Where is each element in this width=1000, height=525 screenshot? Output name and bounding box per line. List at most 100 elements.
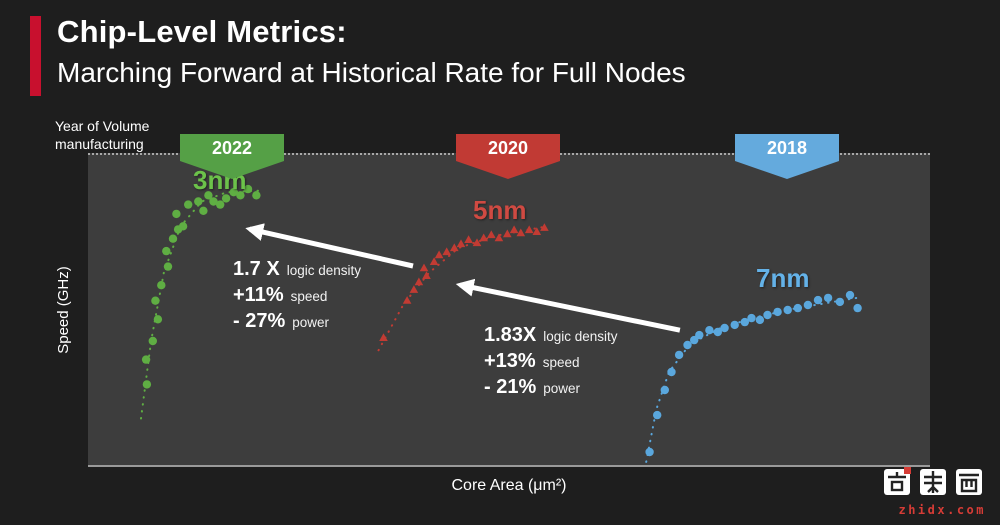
5nm-point: [509, 225, 519, 234]
3nm-point: [148, 336, 157, 346]
5nm-trendline: [377, 225, 548, 352]
7nm-point: [803, 300, 813, 310]
stat-label: speed: [290, 289, 328, 304]
7nm-point: [720, 323, 729, 333]
7nm-point: [683, 340, 692, 350]
series-label-7nm: 7nm: [756, 263, 810, 293]
5nm-point: [464, 235, 473, 243]
year-note-line2: manufacturing: [55, 136, 144, 152]
7nm-point: [740, 317, 749, 327]
5nm-point: [479, 233, 488, 242]
gain-5nm-to-3nm-stats: 1.7 X logic density +11% speed - 27% power: [233, 255, 361, 336]
stat-value: +11%: [233, 284, 284, 306]
7nm-point: [705, 326, 714, 335]
3nm-point: [162, 246, 171, 256]
series-label-5nm: 5nm: [473, 195, 527, 225]
3nm-point: [252, 191, 261, 200]
stat-value: - 21%: [484, 376, 537, 398]
3nm-point: [243, 184, 253, 194]
5nm-point: [402, 296, 412, 304]
3nm-point: [163, 262, 173, 271]
7nm-trendline: [645, 296, 860, 463]
stat-line: 1.7 X logic density: [233, 258, 361, 281]
scatter-plot: [140, 184, 862, 463]
stat-label: logic density: [286, 263, 361, 278]
5nm-point: [422, 271, 431, 279]
zhidx-watermark: zhidx.com: [884, 467, 986, 517]
5nm-point: [532, 227, 542, 235]
5nm-point: [487, 230, 496, 239]
5nm-point: [409, 285, 419, 293]
3nm-point: [216, 200, 225, 209]
7nm-point: [835, 297, 845, 307]
3nm-point: [151, 296, 160, 305]
3nm-point: [204, 191, 213, 200]
stat-line: - 21% power: [484, 376, 618, 399]
3nm-point: [209, 197, 218, 206]
x-axis-label: Core Area (μm²): [451, 477, 567, 494]
7nm-point: [653, 410, 662, 420]
7nm-point: [755, 315, 765, 325]
3nm-point: [142, 380, 152, 389]
7nm-point: [674, 350, 684, 360]
3nm-point: [141, 355, 151, 364]
improvement-arrow-gain-5nm-to-3nm: [245, 223, 414, 269]
3nm-point: [199, 206, 208, 215]
3nm-point: [153, 315, 163, 324]
3nm-point: [184, 200, 193, 209]
zhidx-domain-text: zhidx.com: [898, 503, 986, 517]
5nm-point: [456, 239, 466, 248]
7nm-point: [845, 290, 855, 300]
stat-line: 1.83X logic density: [484, 324, 618, 347]
zhidx-logo-glyphs: [884, 467, 982, 495]
stat-label: power: [292, 315, 330, 330]
5nm-point: [434, 250, 444, 259]
7nm-point: [747, 313, 756, 323]
5nm-point: [442, 247, 451, 256]
5nm-point: [472, 238, 482, 247]
5nm-point: [540, 223, 549, 231]
stat-line: +13% speed: [484, 350, 618, 373]
3nm-point: [221, 194, 231, 203]
7nm-point: [773, 307, 782, 317]
7nm-point: [713, 327, 722, 337]
stat-value: 1.7 X: [233, 258, 280, 280]
3nm-point: [194, 197, 203, 206]
year-of-volume-note: Year of Volume manufacturing: [55, 117, 149, 153]
y-axis-label: Speed (GHz): [55, 266, 72, 354]
5nm-point: [419, 263, 429, 272]
gain-7nm-to-5nm-stats: 1.83X logic density +13% speed - 21% power: [484, 321, 618, 402]
7nm-point: [823, 293, 833, 303]
3nm-point: [236, 191, 245, 200]
5nm-point: [503, 229, 512, 238]
7nm-point: [645, 447, 654, 457]
stat-value: 1.83X: [484, 324, 537, 346]
7nm-point: [783, 305, 792, 315]
stat-value: +13%: [484, 350, 536, 372]
year-note-line1: Year of Volume: [55, 118, 150, 134]
7nm-point: [667, 367, 676, 377]
stat-label: speed: [542, 355, 580, 370]
stat-label: logic density: [543, 329, 618, 344]
page-title: Chip-Level Metrics:: [57, 14, 347, 49]
7nm-point: [763, 310, 772, 320]
7nm-point: [695, 330, 704, 340]
stat-value: - 27%: [233, 310, 286, 332]
3nm-point: [172, 209, 181, 219]
page-subtitle: Marching Forward at Historical Rate for …: [57, 57, 686, 88]
7nm-point: [730, 320, 739, 330]
3nm-point: [229, 188, 238, 197]
stat-line: - 27% power: [233, 310, 361, 333]
stat-label: power: [543, 381, 581, 396]
3nm-point: [168, 234, 178, 243]
5nm-point: [450, 243, 459, 252]
3nm-point: [178, 222, 188, 231]
title-accent-bar: [30, 16, 41, 96]
7nm-point: [813, 295, 823, 305]
5nm-point: [494, 233, 504, 242]
5nm-point: [516, 228, 526, 237]
stat-line: +11% speed: [233, 284, 361, 307]
7nm-point: [793, 303, 802, 313]
